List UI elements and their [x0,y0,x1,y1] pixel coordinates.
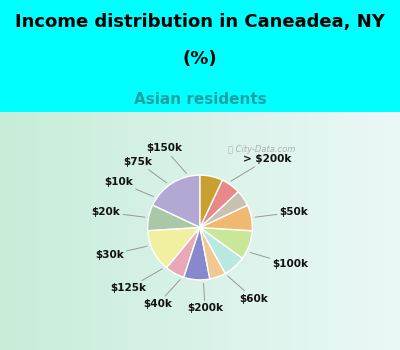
Wedge shape [148,228,200,268]
Text: $40k: $40k [144,280,180,309]
Wedge shape [200,228,252,258]
Wedge shape [200,228,242,273]
Wedge shape [200,205,252,231]
Wedge shape [200,175,222,228]
Text: $200k: $200k [187,284,223,314]
Text: $60k: $60k [228,276,268,303]
Text: $100k: $100k [250,252,308,269]
Wedge shape [148,205,200,231]
Text: > $200k: > $200k [231,154,292,181]
Text: $150k: $150k [146,144,186,174]
Text: ⓘ City-Data.com: ⓘ City-Data.com [228,145,295,154]
Text: $50k: $50k [255,207,308,217]
Text: $10k: $10k [104,177,154,196]
Wedge shape [200,180,238,228]
Wedge shape [167,228,200,277]
Wedge shape [200,228,225,279]
Text: Asian residents: Asian residents [134,92,266,107]
Text: $30k: $30k [95,246,147,260]
Text: (%): (%) [183,50,217,68]
Wedge shape [200,192,247,228]
Wedge shape [153,175,200,228]
Text: Income distribution in Caneadea, NY: Income distribution in Caneadea, NY [15,13,385,32]
Text: $125k: $125k [110,269,162,293]
Wedge shape [184,228,210,280]
Text: $20k: $20k [92,207,145,217]
Text: $75k: $75k [124,157,166,183]
